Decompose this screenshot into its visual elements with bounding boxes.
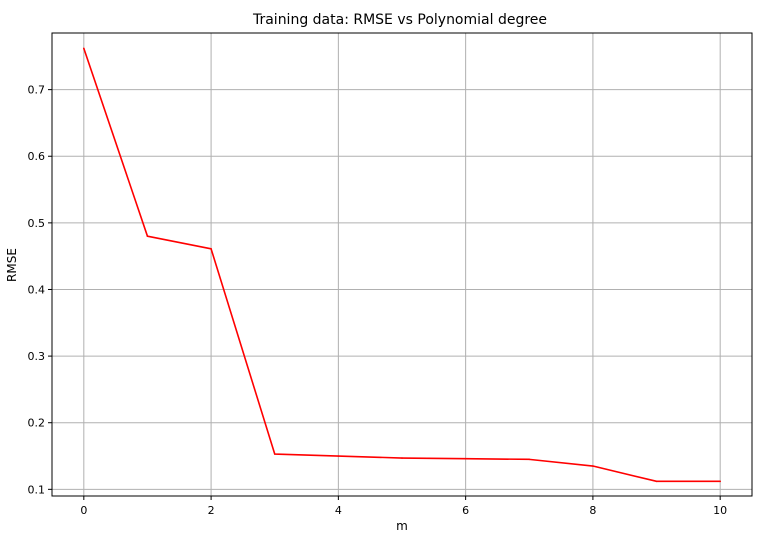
- plot-frame: [51, 32, 753, 497]
- chart-title: Training data: RMSE vs Polynomial degree: [252, 12, 547, 28]
- x-tick-label: 10: [713, 504, 727, 517]
- rmse-data-point: [401, 457, 403, 459]
- rmse-data-point: [337, 455, 340, 457]
- rmse-data-point: [528, 458, 531, 461]
- x-axis-label: m: [396, 519, 408, 533]
- rmse-data-point: [273, 453, 276, 455]
- x-tick-label: 4: [335, 504, 342, 517]
- rmse-data-point: [655, 480, 658, 483]
- y-axis-label: RMSE: [5, 248, 19, 282]
- rmse-data-point: [83, 47, 85, 50]
- y-tick-label: 0.1: [28, 483, 46, 496]
- x-tick-label: 2: [208, 504, 215, 517]
- y-tick-label: 0.5: [28, 217, 46, 230]
- y-tick-label: 0.7: [28, 84, 46, 97]
- y-tick-label: 0.2: [28, 417, 46, 430]
- y-tick-label: 0.4: [28, 283, 46, 296]
- x-tick-label: 0: [80, 504, 87, 517]
- grid-lines: [52, 33, 752, 496]
- rmse-data-point: [464, 457, 467, 460]
- x-tick-label: 6: [462, 504, 469, 517]
- rmse-data-point: [719, 480, 721, 483]
- y-tick-label: 0.6: [28, 150, 46, 163]
- y-axis-ticks: 0.1 0.2 0.3 0.4 0.5 0.6 0.7: [28, 84, 52, 496]
- rmse-series-line: [83, 48, 721, 483]
- x-tick-label: 8: [589, 504, 596, 517]
- rmse-data-point: [146, 235, 149, 237]
- rmse-data-point: [210, 248, 212, 250]
- rmse-data-point: [592, 465, 594, 467]
- x-axis-ticks: 0 2 4 6 8 10: [80, 496, 727, 517]
- y-tick-label: 0.3: [28, 350, 46, 363]
- series-layer: [83, 47, 721, 483]
